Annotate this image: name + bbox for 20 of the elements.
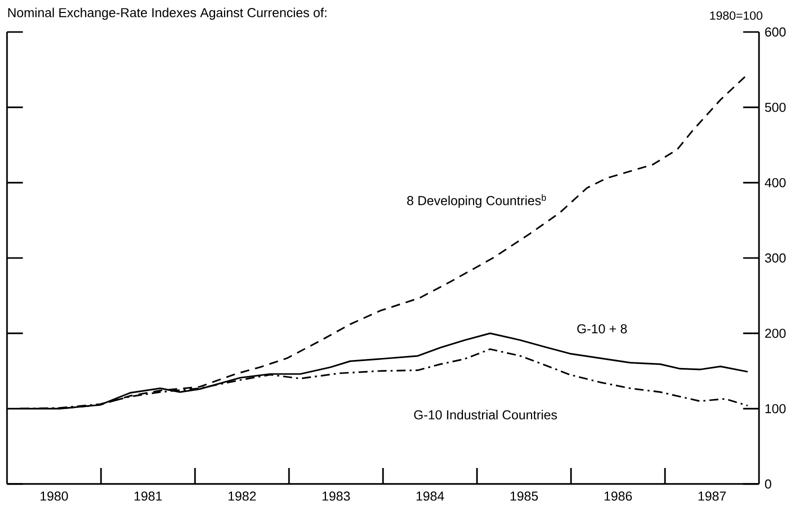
y-tick-label: 100 xyxy=(766,404,786,414)
x-tick-label: 1985 xyxy=(510,492,538,501)
x-tick-label: 1980 xyxy=(40,492,68,501)
y-tick-label: 0 xyxy=(765,479,772,489)
series-label: 8 Developing Countries$^{b}$ xyxy=(407,194,546,208)
y-tick-label: 300 xyxy=(765,253,786,263)
y-tick-label: 500 xyxy=(765,102,786,112)
x-tick-label: 1987 xyxy=(698,492,726,501)
chart-title: Nominal Exchange-Rate Indexes Against Currencies of: xyxy=(8,8,326,20)
y-tick-label: 400 xyxy=(764,178,786,188)
x-tick-label: 1983 xyxy=(322,492,350,501)
y-tick-label: 200 xyxy=(765,328,786,338)
y-tick-label: 600 xyxy=(765,27,786,37)
x-tick-label: 1982 xyxy=(228,492,256,501)
x-tick-label: 1984 xyxy=(416,492,444,501)
x-tick-label: 1986 xyxy=(604,492,632,501)
series-label: G-10 + 8 xyxy=(577,324,627,334)
y-axis-title: 1980=100 xyxy=(710,11,762,20)
text: G-10 Industrial Countries xyxy=(414,410,557,420)
x-tick-label: 1981 xyxy=(134,492,162,501)
